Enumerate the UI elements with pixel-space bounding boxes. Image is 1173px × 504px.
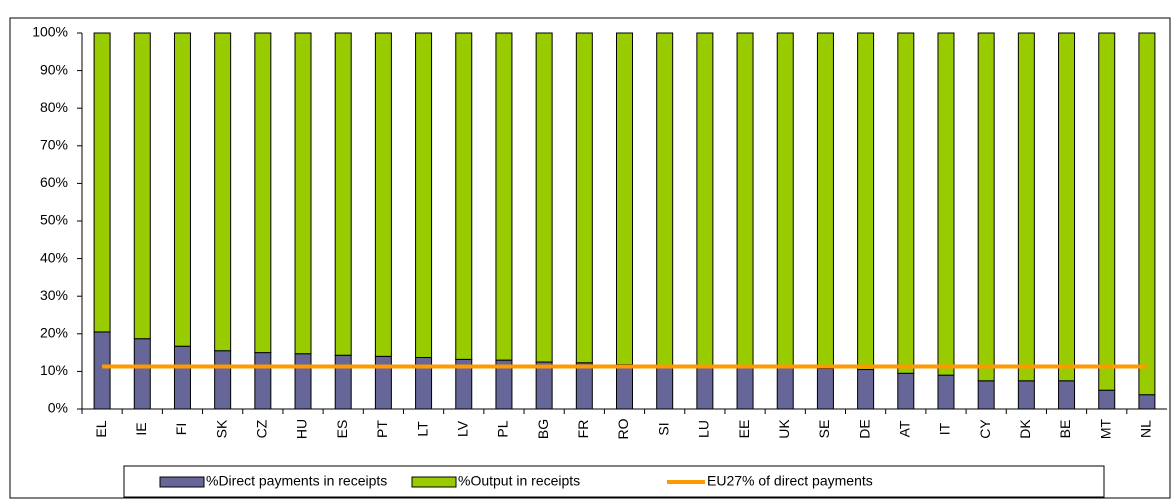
- x-tick-label: HU: [294, 419, 310, 439]
- x-tick-label: MT: [1097, 418, 1113, 439]
- bar-segment: [254, 352, 272, 410]
- legend-swatch: [159, 476, 205, 488]
- bar-segment: [535, 361, 553, 410]
- y-tick-label: 80%: [40, 99, 68, 115]
- y-tick-label: 70%: [40, 137, 68, 153]
- bar-segment: [1017, 32, 1035, 382]
- x-tick-label: CZ: [254, 419, 270, 438]
- bar-segment: [696, 365, 714, 410]
- bar-segment: [776, 32, 794, 369]
- bar-segment: [616, 364, 633, 410]
- bar-segment: [1058, 32, 1076, 382]
- x-tick-label: EE: [736, 420, 752, 439]
- x-tick-label: CY: [977, 419, 993, 439]
- bar-segment: [374, 32, 392, 357]
- bar-segment: [937, 32, 955, 376]
- x-tick-label: FR: [575, 420, 591, 439]
- y-tick-label: 30%: [40, 287, 68, 303]
- x-tick-label: ES: [334, 420, 350, 439]
- x-tick-label: SK: [213, 419, 229, 438]
- x-tick-label: LV: [454, 420, 470, 437]
- legend-box: [123, 465, 1105, 498]
- x-tick-label: AT: [896, 420, 912, 437]
- bar-segment: [334, 32, 352, 356]
- legend-swatch: [411, 476, 457, 488]
- x-tick-label: LU: [696, 420, 712, 438]
- y-tick-label: 100%: [32, 24, 68, 40]
- bar-segment: [897, 32, 915, 374]
- bar-segment: [736, 32, 754, 368]
- bar-segment: [1058, 380, 1076, 410]
- bar-segment: [374, 355, 392, 410]
- bar-segment: [1098, 389, 1116, 410]
- bar-segment: [294, 32, 312, 355]
- y-tick-label: 50%: [40, 212, 68, 228]
- bar-segment: [656, 32, 674, 366]
- bar-segment: [656, 364, 674, 410]
- bar-segment: [1098, 32, 1116, 391]
- bar-segment: [294, 353, 312, 410]
- bar-segment: [1017, 380, 1035, 410]
- x-tick-label: RO: [615, 418, 631, 439]
- bar-segment: [816, 32, 834, 369]
- bar-segment: [616, 32, 633, 366]
- x-tick-label: SE: [816, 420, 832, 439]
- bar-segment: [857, 32, 875, 371]
- bar-segment: [133, 338, 151, 410]
- x-tick-label: FI: [173, 423, 189, 435]
- x-tick-label: BG: [535, 419, 551, 439]
- x-tick-label: PL: [495, 420, 511, 437]
- bar-segment: [776, 367, 794, 410]
- bar-segment: [93, 32, 111, 333]
- x-tick-label: IT: [937, 422, 953, 435]
- bar-segment: [736, 366, 754, 410]
- bar-segment: [93, 331, 111, 410]
- x-tick-label: PT: [374, 420, 390, 438]
- x-tick-label: IE: [133, 422, 149, 435]
- bar-segment: [1138, 32, 1156, 396]
- y-tick-label: 40%: [40, 249, 68, 265]
- bar-segment: [696, 32, 714, 367]
- bar-segment: [816, 367, 834, 410]
- y-tick-label: 90%: [40, 61, 68, 77]
- legend-label: EU27% of direct payments: [707, 473, 873, 489]
- bar-segment: [535, 32, 553, 363]
- y-tick-label: 60%: [40, 174, 68, 190]
- bar-segment: [254, 32, 272, 354]
- bar-segment: [1138, 394, 1156, 410]
- x-tick-label: NL: [1138, 420, 1154, 438]
- legend-label: %Direct payments in receipts: [206, 473, 387, 489]
- bar-segment: [495, 32, 513, 361]
- x-tick-label: UK: [776, 419, 792, 439]
- bar-segment: [937, 374, 955, 410]
- bar-segment: [455, 32, 473, 360]
- y-tick-label: 20%: [40, 325, 68, 341]
- bar-segment: [133, 32, 151, 340]
- bar-segment: [575, 362, 593, 410]
- bar-segment: [977, 380, 995, 410]
- x-tick-label: DE: [856, 419, 872, 438]
- bar-segment: [214, 32, 232, 352]
- y-tick-label: 0%: [48, 400, 68, 416]
- x-tick-label: SI: [655, 422, 671, 435]
- bar-segment: [334, 354, 352, 410]
- x-tick-label: LT: [414, 421, 430, 437]
- bar-segment: [977, 32, 995, 382]
- bar-segment: [897, 372, 915, 410]
- y-tick-label: 10%: [40, 362, 68, 378]
- bar-segment: [214, 350, 232, 410]
- bar-segment: [575, 32, 593, 364]
- bar-segment: [857, 369, 875, 410]
- x-tick-label: BE: [1057, 420, 1073, 439]
- x-tick-label: EL: [93, 420, 109, 437]
- bar-segment: [415, 32, 433, 358]
- x-tick-label: DK: [1017, 419, 1033, 439]
- bar-segment: [173, 32, 191, 347]
- bar-segment: [173, 345, 191, 410]
- legend-label: %Output in receipts: [458, 473, 580, 489]
